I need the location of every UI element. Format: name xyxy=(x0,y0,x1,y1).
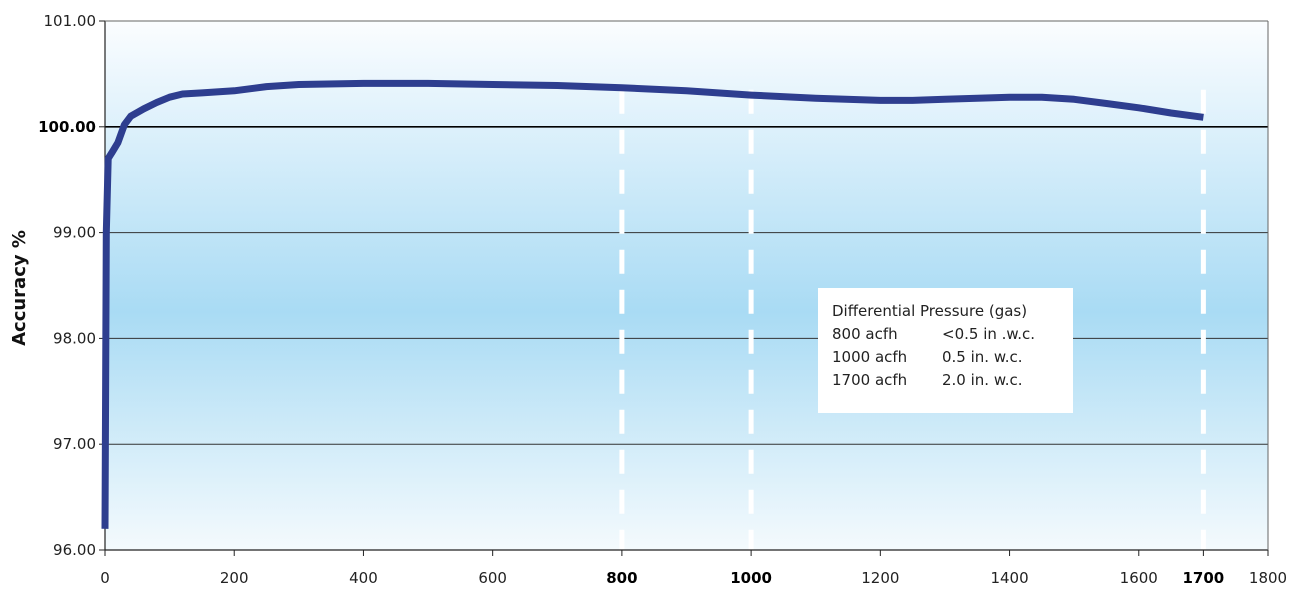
x-tick-label-800: 800 xyxy=(606,569,637,587)
plot-background xyxy=(105,21,1268,550)
y-axis-ticks: 96.00 97.00 98.00 99.00 100.00 101.00 xyxy=(38,12,105,559)
y-tick-label-101.00: 101.00 xyxy=(44,12,97,30)
y-tick-label-99.00: 99.00 xyxy=(53,224,96,242)
annotation-pressure-0: <0.5 in .w.c. xyxy=(942,325,1035,343)
annotation-pressure-1: 0.5 in. w.c. xyxy=(942,348,1023,366)
y-axis-label: Accuracy % xyxy=(9,230,30,346)
x-tick-label-600: 600 xyxy=(478,569,507,587)
y-tick-label-98.00: 98.00 xyxy=(53,329,96,347)
reference-lines xyxy=(619,89,1206,550)
x-tick-label-1700: 1700 xyxy=(1183,569,1225,587)
annotation-pressure-2: 2.0 in. w.c. xyxy=(942,371,1023,389)
x-tick-label-0: 0 xyxy=(100,569,110,587)
x-tick-label-1800: 1800 xyxy=(1249,569,1287,587)
annotation-title: Differential Pressure (gas) xyxy=(832,302,1027,320)
x-tick-label-1400: 1400 xyxy=(990,569,1028,587)
x-tick-label-1600: 1600 xyxy=(1120,569,1158,587)
x-tick-label-200: 200 xyxy=(220,569,249,587)
y-tick-label-100.00: 100.00 xyxy=(38,118,96,136)
accuracy-series-line xyxy=(101,79,1204,529)
x-tick-label-1000: 1000 xyxy=(730,569,772,587)
annotation-flow-2: 1700 acfh xyxy=(832,371,907,389)
annotation-background xyxy=(818,288,1073,413)
annotation-flow-0: 800 acfh xyxy=(832,325,898,343)
x-tick-label-400: 400 xyxy=(349,569,378,587)
annotation-flow-1: 1000 acfh xyxy=(832,348,907,366)
y-tick-label-96.00: 96.00 xyxy=(53,541,96,559)
annotation-box: Differential Pressure (gas) 800 acfh <0.5… xyxy=(818,288,1073,413)
x-tick-label-1200: 1200 xyxy=(861,569,899,587)
x-axis-ticks: 0 200 400 600 800 1000 1200 1400 1600 1700 1800 xyxy=(100,550,1287,587)
y-tick-label-97.00: 97.00 xyxy=(53,435,96,453)
gridlines xyxy=(105,20,1268,445)
